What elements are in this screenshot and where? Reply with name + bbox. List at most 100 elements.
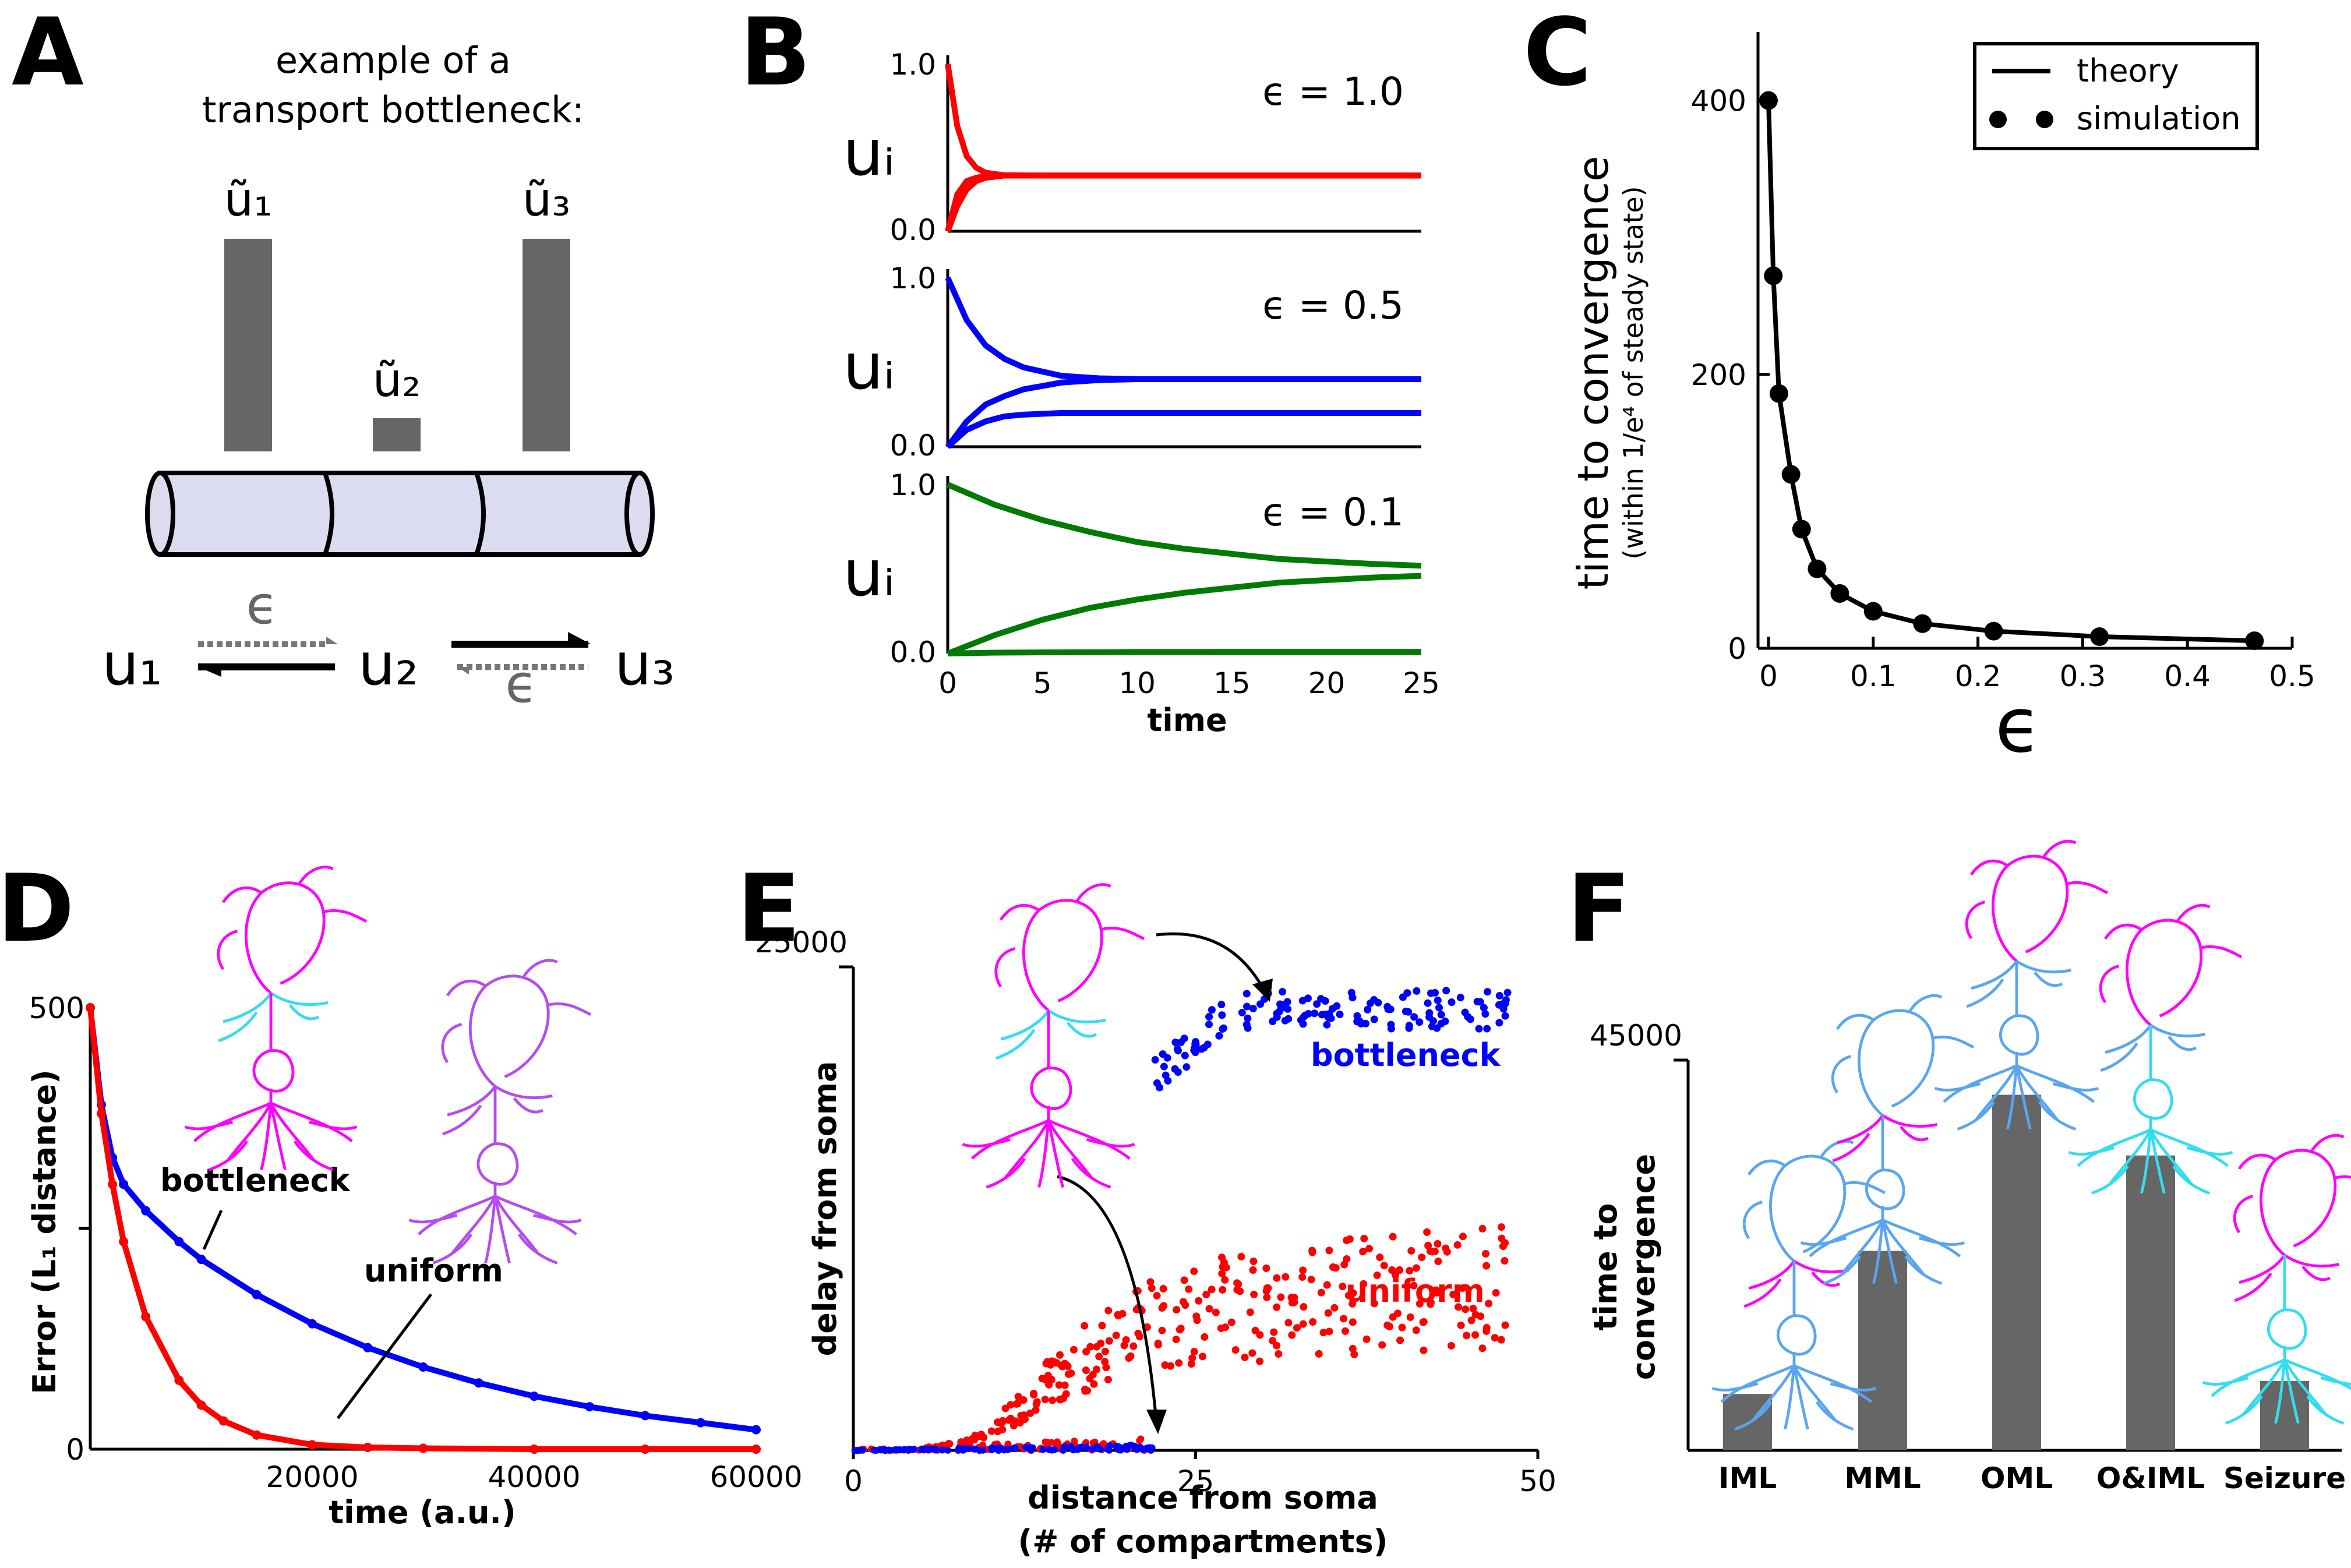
panel-e-uniform-point	[1370, 1299, 1378, 1308]
panel-b: B 1.0 0.0 uᵢ ϵ = 1.0 1.0 0.0 uᵢ ϵ = 0.5 1.0 0.0 uᵢ…	[740, 0, 1440, 739]
panel-d-marker-bottleneck	[751, 1425, 761, 1435]
panel-e-uniform-point	[1033, 1398, 1041, 1406]
panel-d-marker-bottleneck	[529, 1392, 539, 1401]
panel-b-ylabel: uᵢ	[843, 329, 895, 404]
panel-e-uniform-point	[1180, 1276, 1188, 1284]
panel-c-sim-point	[1792, 520, 1811, 539]
panel-e-bottleneck-point	[1039, 1446, 1047, 1453]
panel-d-marker-uniform	[751, 1445, 761, 1454]
arrow-to-bottleneck	[1156, 932, 1266, 991]
panel-e-uniform-point	[1179, 1298, 1187, 1306]
panel-b-ytick-top: 1.0	[889, 48, 936, 82]
panel-e-uniform-point	[1098, 1322, 1106, 1330]
panel-e-uniform-point	[1434, 1239, 1442, 1248]
panel-e-uniform-point	[1498, 1234, 1506, 1242]
panel-d-plot: 0 500 20000 40000 60000	[29, 991, 803, 1494]
panel-e-uniform-point	[1391, 1271, 1399, 1279]
neuron-illustrations	[184, 839, 2351, 1431]
neuron-basal-dendrites	[1711, 1260, 1877, 1431]
panel-e-bottleneck-point	[1171, 1039, 1180, 1047]
panel-e-xtick: 25	[1177, 1464, 1215, 1498]
panel-d-marker-uniform	[119, 1237, 129, 1246]
panel-e-uniform-point	[1251, 1326, 1259, 1334]
panel-f-xtick-Seizure: Seizure	[2223, 1461, 2346, 1495]
panel-e-uniform-point	[1118, 1310, 1127, 1318]
panel-e-uniform-point	[1298, 1273, 1307, 1281]
panel-e-uniform-point	[1478, 1344, 1487, 1352]
panel-e-uniform-point	[1406, 1267, 1414, 1275]
panel-e-bottleneck-point	[1370, 1015, 1378, 1023]
panel-b-line	[945, 410, 1421, 449]
panel-e-uniform-point	[1246, 1308, 1254, 1316]
panel-e-uniform-point	[1492, 1289, 1500, 1297]
panel-e-uniform-point	[1249, 1258, 1258, 1266]
panel-e-uniform-point	[1185, 1285, 1193, 1293]
panel-e-bottleneck-point	[1405, 1022, 1413, 1030]
panel-e-uniform-point	[995, 1418, 1003, 1426]
panel-e-uniform-point	[1014, 1400, 1022, 1408]
panel-e-xtick: 0	[844, 1464, 863, 1498]
panel-e-uniform-point	[1360, 1280, 1368, 1288]
panel-e-uniform-point	[1293, 1324, 1301, 1332]
panel-e-uniform-point	[1501, 1257, 1509, 1265]
panel-e-uniform-point	[1120, 1341, 1128, 1350]
panel-c-sim-point	[1781, 465, 1801, 484]
panel-f-xtick-IML: IML	[1718, 1461, 1777, 1495]
panel-e-uniform-point	[1478, 1224, 1487, 1232]
panel-e-uniform-point	[1317, 1288, 1325, 1297]
panel-e-uniform-point	[1208, 1286, 1216, 1294]
panel-d-marker-bottleneck	[196, 1255, 206, 1265]
panel-e-bottleneck-point	[1448, 998, 1456, 1007]
panel-d-marker-bottleneck	[363, 1343, 373, 1352]
panel-e-bottleneck-point	[1325, 1009, 1333, 1018]
arrow-head-u2-u1	[198, 667, 221, 677]
neuron-basal-dendrites	[184, 993, 358, 1171]
panel-e-bottleneck-point	[1256, 1000, 1265, 1008]
panel-d-marker-uniform	[86, 1003, 95, 1012]
panel-e-uniform-point	[1102, 1364, 1110, 1372]
panel-c-xtick: 0.5	[2269, 659, 2315, 693]
neuron-basal-dendrites	[408, 1086, 582, 1265]
panel-e-uniform-point	[1104, 1306, 1113, 1315]
neuron-upper-dendrites	[1831, 994, 1975, 1117]
panel-e-bottleneck-point	[1410, 1013, 1418, 1021]
panel-e: E delay from soma 25000 0 25 50 distance fr…	[737, 854, 1556, 1560]
panel-e-uniform-point	[1275, 1350, 1283, 1358]
panel-e-bottleneck-point	[1219, 1025, 1227, 1033]
panel-e-uniform-point	[1190, 1348, 1198, 1356]
panel-d-marker-uniform	[97, 1108, 107, 1118]
panel-e-bottleneck-point	[1299, 1020, 1307, 1028]
neuron-f-oml	[1934, 839, 2109, 1131]
panel-e-uniform-point	[1288, 1331, 1296, 1339]
panel-e-uniform-point	[1307, 1276, 1315, 1284]
panel-e-bottleneck-point	[1313, 1000, 1321, 1008]
panel-b-xtick: 15	[1213, 666, 1251, 700]
panel-d-marker-uniform	[308, 1440, 317, 1450]
panel-e-bottleneck-point	[1156, 1083, 1164, 1092]
panel-e-bottleneck-point	[1238, 1008, 1246, 1016]
panel-e-uniform-point	[1407, 1246, 1415, 1255]
pointer-bottleneck	[202, 1209, 223, 1251]
panel-b-line	[945, 376, 1421, 448]
panel-e-bottleneck-point	[1357, 1020, 1365, 1028]
panel-e-uniform-point	[1081, 1322, 1089, 1330]
panel-e-bottleneck-point	[1273, 1009, 1281, 1018]
panel-e-uniform-point	[1222, 1263, 1230, 1272]
panel-e-uniform-point	[1393, 1309, 1402, 1318]
panel-c-xtick: 0	[1759, 659, 1778, 693]
panel-e-uniform-point	[1273, 1303, 1281, 1311]
panel-e-uniform-point	[1410, 1281, 1418, 1290]
panel-e-uniform-point	[1001, 1404, 1009, 1412]
legend-sim-dot-2	[2036, 111, 2053, 128]
panel-e-uniform-point	[1148, 1284, 1156, 1292]
panel-e-uniform-point	[1270, 1328, 1278, 1336]
panel-e-bottleneck-point	[1174, 1068, 1182, 1076]
panel-e-bottleneck-point	[1311, 1009, 1319, 1018]
panel-letter-d: D	[0, 854, 75, 963]
panel-e-uniform-point	[1218, 1253, 1226, 1262]
panel-letter-c: C	[1523, 0, 1591, 107]
panel-c-ytick: 0	[1728, 632, 1746, 666]
panel-e-uniform-point	[1435, 1287, 1443, 1295]
panel-e-bottleneck-point	[1503, 988, 1512, 997]
panel-f-bar-OML	[1992, 1094, 2041, 1450]
